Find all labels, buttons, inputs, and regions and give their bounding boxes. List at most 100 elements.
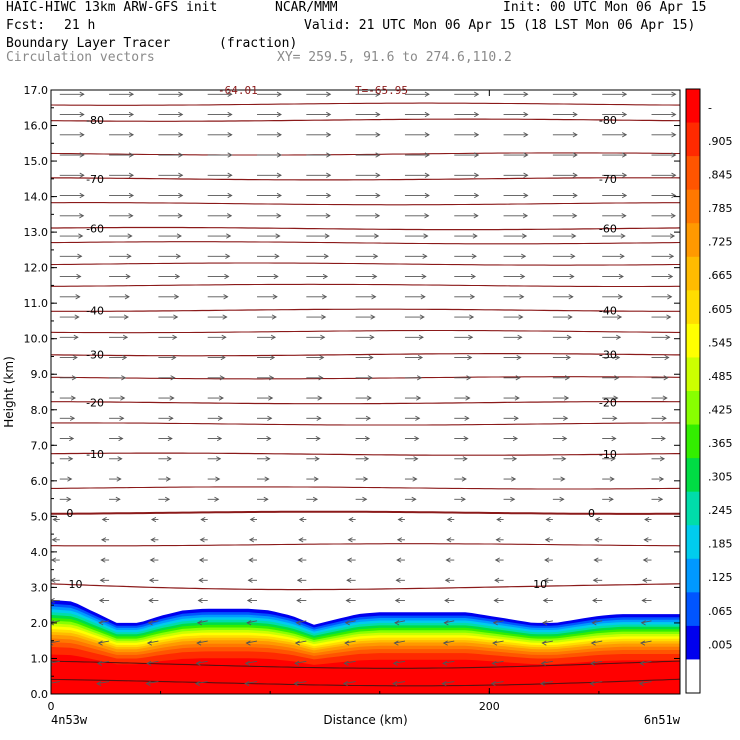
y-tick-label: 0.0 (31, 688, 49, 701)
vector-arrowhead (364, 456, 370, 462)
contour-label: -80 (599, 114, 617, 127)
circulation-vector (245, 660, 258, 664)
vector-arrowhead (216, 456, 222, 462)
vector-arrowhead (73, 334, 79, 340)
vector-arrowhead (660, 435, 666, 442)
vector-arrowhead (669, 233, 676, 239)
vector-arrowhead (195, 660, 201, 666)
circulation-vector (541, 660, 553, 664)
vector-arrowhead (496, 516, 502, 523)
circulation-vector (640, 660, 652, 664)
vector-arrowhead (150, 516, 157, 523)
vector-arrowhead (495, 537, 501, 543)
vector-arrowhead (442, 640, 448, 646)
vector-arrowhead (170, 375, 176, 381)
vector-arrowhead (222, 314, 228, 320)
vector-arrowhead (342, 680, 348, 687)
circulation-vector (444, 620, 455, 624)
field-name: Boundary Layer Tracer (6, 36, 171, 51)
contour-label: 10 (69, 578, 83, 591)
vector-arrowhead (276, 132, 282, 138)
vector-arrowhead (263, 496, 269, 502)
vector-arrowhead (609, 476, 615, 482)
vector-arrowhead (640, 640, 646, 646)
vector-arrowhead (671, 172, 677, 178)
vector-arrowhead (246, 620, 252, 626)
vector-arrowhead (523, 192, 529, 199)
vector-arrowhead (572, 192, 578, 199)
vector-arrowhead (467, 354, 473, 361)
colorbar-frame (685, 88, 701, 694)
colorbar-label: - (708, 101, 712, 114)
vector-arrowhead (520, 273, 526, 280)
vector-arrowhead (572, 91, 578, 97)
vector-arrowhead (296, 597, 302, 604)
vector-arrowhead (474, 91, 480, 97)
vector-arrowhead (522, 213, 529, 219)
vector-arrowhead (128, 152, 135, 158)
vector-arrowhead (164, 496, 171, 502)
vector-arrowhead (276, 172, 282, 178)
vector-arrowhead (662, 395, 668, 401)
vector-arrowhead (562, 435, 568, 442)
vector-arrowhead (364, 435, 371, 442)
vector-arrowhead (473, 213, 479, 219)
vector-arrowhead (659, 456, 666, 462)
vector-arrowhead (321, 294, 328, 300)
contour-label: -40 (599, 304, 617, 317)
circulation-vector (247, 620, 258, 624)
vector-arrowhead (79, 152, 85, 158)
circulation-vector (442, 660, 455, 664)
colorbar-swatch (686, 659, 700, 694)
vector-arrowhead (424, 152, 430, 158)
vector-arrowhead (117, 456, 123, 462)
y-tick-label: 15.0 (24, 155, 49, 168)
contour-label: -20 (86, 397, 104, 410)
y-tick-label: 11.0 (24, 297, 49, 310)
vector-arrowhead (227, 213, 233, 219)
vector-arrowhead (178, 152, 184, 158)
vector-arrowhead (424, 213, 430, 219)
vector-arrowhead (642, 577, 648, 583)
vector-arrowhead (196, 640, 202, 646)
vector-arrowhead (344, 620, 350, 626)
vector-arrowhead (75, 294, 81, 300)
vector-arrowhead (196, 620, 203, 626)
circulation-vector (641, 620, 652, 624)
vector-arrowhead (174, 294, 180, 300)
vector-arrowhead (620, 233, 626, 239)
vector-arrowhead (178, 192, 184, 199)
vector-arrowhead (197, 597, 203, 604)
vector-arrowhead (414, 435, 420, 442)
vector-arrowhead (593, 557, 599, 563)
vector-arrowhead (621, 152, 628, 158)
vector-arrowhead (424, 111, 430, 118)
vector-arrowhead (343, 660, 349, 666)
colorbar-label: .065 (708, 605, 733, 618)
temperature-contour (51, 226, 680, 231)
vector-arrowhead (369, 334, 375, 340)
vector-arrowhead (224, 273, 230, 280)
vector-arrowhead (267, 415, 273, 421)
y-axis-label: Height (km) (2, 356, 16, 427)
vector-arrowhead (295, 620, 301, 626)
vector-arrowhead (79, 132, 85, 138)
vector-arrowhead (68, 456, 74, 462)
colorbar-label: .845 (708, 169, 733, 182)
contour-label: -60 (86, 223, 104, 236)
vector-arrowhead (560, 476, 566, 482)
vector-arrowhead (51, 557, 57, 563)
vector-arrowhead (98, 620, 104, 626)
temperature-contour (51, 678, 680, 687)
vector-arrowhead (541, 640, 547, 646)
vector-arrowhead (79, 91, 85, 97)
overlay-name: Circulation vectors (6, 50, 155, 65)
vector-arrowhead (621, 192, 628, 199)
contour-label: -30 (599, 349, 617, 362)
contour-label: -80 (86, 114, 104, 127)
vector-arrowhead (119, 415, 125, 421)
vector-arrowhead (247, 577, 253, 583)
vector-arrowhead (446, 537, 452, 543)
temperature-contour (51, 283, 680, 288)
